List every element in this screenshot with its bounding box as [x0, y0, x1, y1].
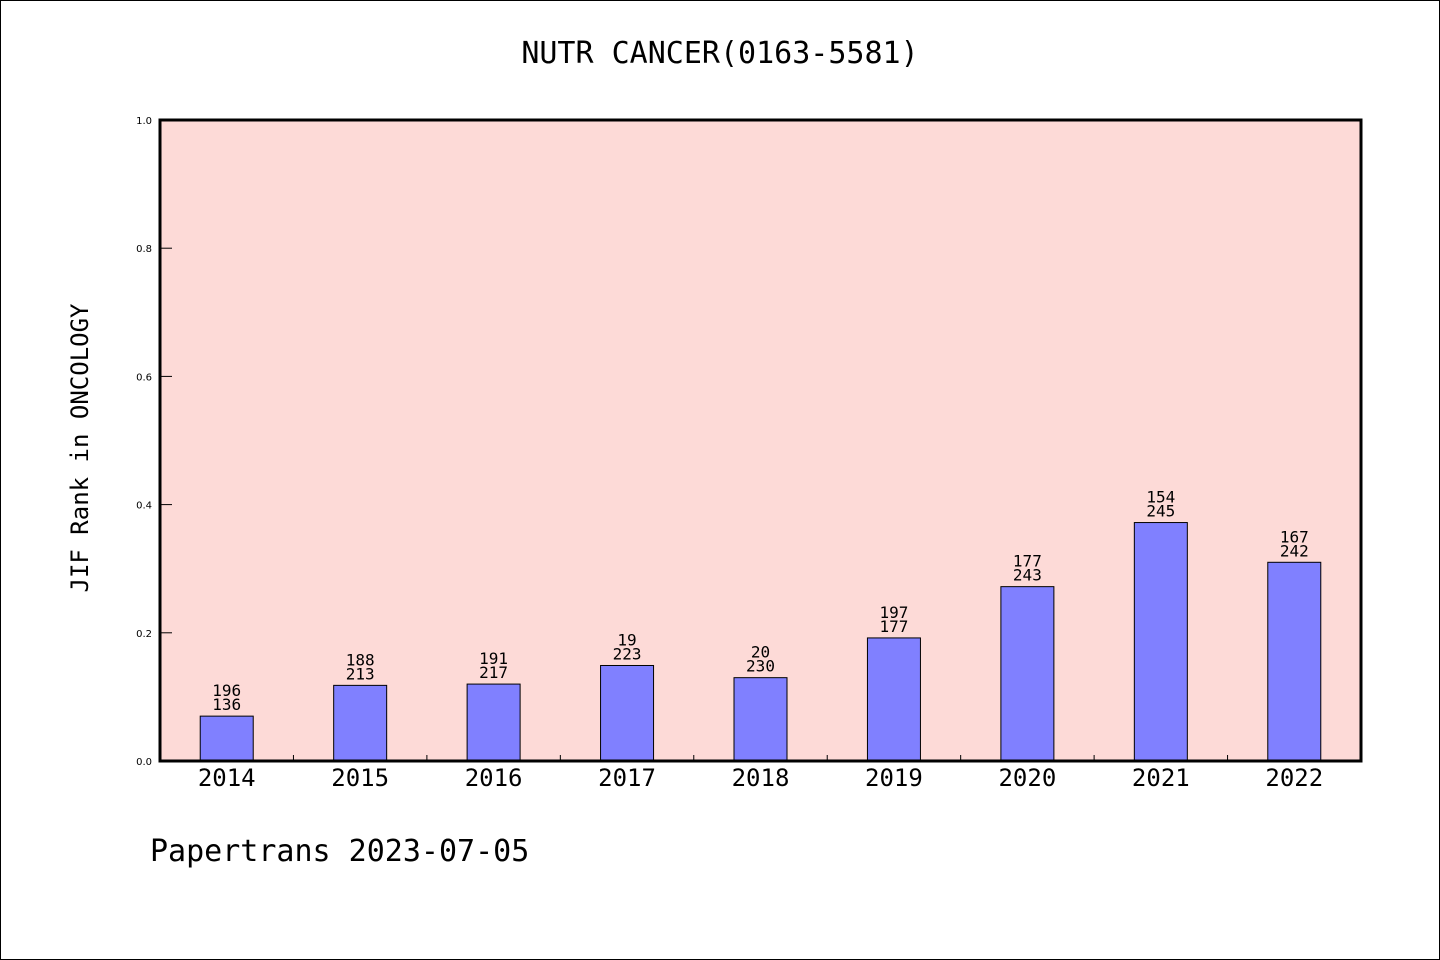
y-tick-label: 0.4: [136, 501, 152, 512]
bar: [733, 677, 788, 762]
bar: [1267, 561, 1322, 762]
footer-text: Papertrans 2023-07-05: [150, 834, 530, 869]
bar-label-bottom: 243: [1013, 566, 1042, 585]
bar: [333, 684, 388, 762]
x-tick-label: 2015: [331, 764, 389, 792]
bar-label-bottom: 136: [212, 695, 241, 714]
bar-label-bottom: 177: [879, 617, 908, 636]
x-tick-label: 2021: [1132, 764, 1190, 792]
bar-label-top: 19: [617, 630, 636, 649]
x-tick-label: 2016: [465, 764, 523, 792]
bar-label-top: 167: [1280, 527, 1309, 546]
x-tick-label: 2022: [1265, 764, 1323, 792]
bar-label-bottom: 245: [1146, 502, 1175, 521]
y-tick-label: 0.2: [136, 629, 152, 640]
bar-label-bottom: 213: [346, 664, 375, 683]
bar-label-top: 191: [479, 649, 508, 668]
bar-label-top: 196: [212, 681, 241, 700]
bar-label-top: 197: [879, 603, 908, 622]
bar-label-top: 20: [751, 643, 770, 662]
x-tick-label: 2019: [865, 764, 923, 792]
bar: [600, 664, 655, 762]
x-tick-label: 2014: [198, 764, 256, 792]
y-tick-label: 0.0: [136, 757, 152, 768]
bar-label-top: 154: [1146, 488, 1175, 507]
bar: [199, 715, 254, 762]
bar: [1000, 586, 1055, 762]
bar: [866, 637, 921, 762]
bar-label-bottom: 217: [479, 663, 508, 682]
x-tick-label: 2020: [998, 764, 1056, 792]
bar: [466, 683, 521, 762]
y-tick-label: 0.8: [136, 244, 152, 255]
plot-border: [158, 118, 1363, 763]
bar-label-top: 188: [346, 650, 375, 669]
bar-label-top: 177: [1013, 552, 1042, 571]
bar-label-bottom: 230: [746, 657, 775, 676]
chart-title: NUTR CANCER(0163-5581): [521, 36, 919, 71]
y-tick-label: 0.6: [136, 372, 152, 383]
bar-label-bottom: 223: [613, 644, 642, 663]
bar-label-bottom: 242: [1280, 541, 1309, 560]
x-tick-label: 2018: [732, 764, 790, 792]
y-tick-label: 1.0: [136, 116, 152, 127]
bar: [1133, 522, 1188, 762]
x-tick-label: 2017: [598, 764, 656, 792]
